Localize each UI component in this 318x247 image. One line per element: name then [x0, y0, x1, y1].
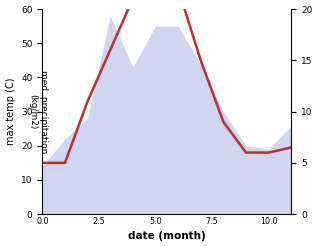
- Y-axis label: max temp (C): max temp (C): [5, 78, 16, 145]
- Y-axis label: med. precipitation
(kg/m2): med. precipitation (kg/m2): [28, 70, 48, 153]
- X-axis label: date (month): date (month): [128, 231, 206, 242]
